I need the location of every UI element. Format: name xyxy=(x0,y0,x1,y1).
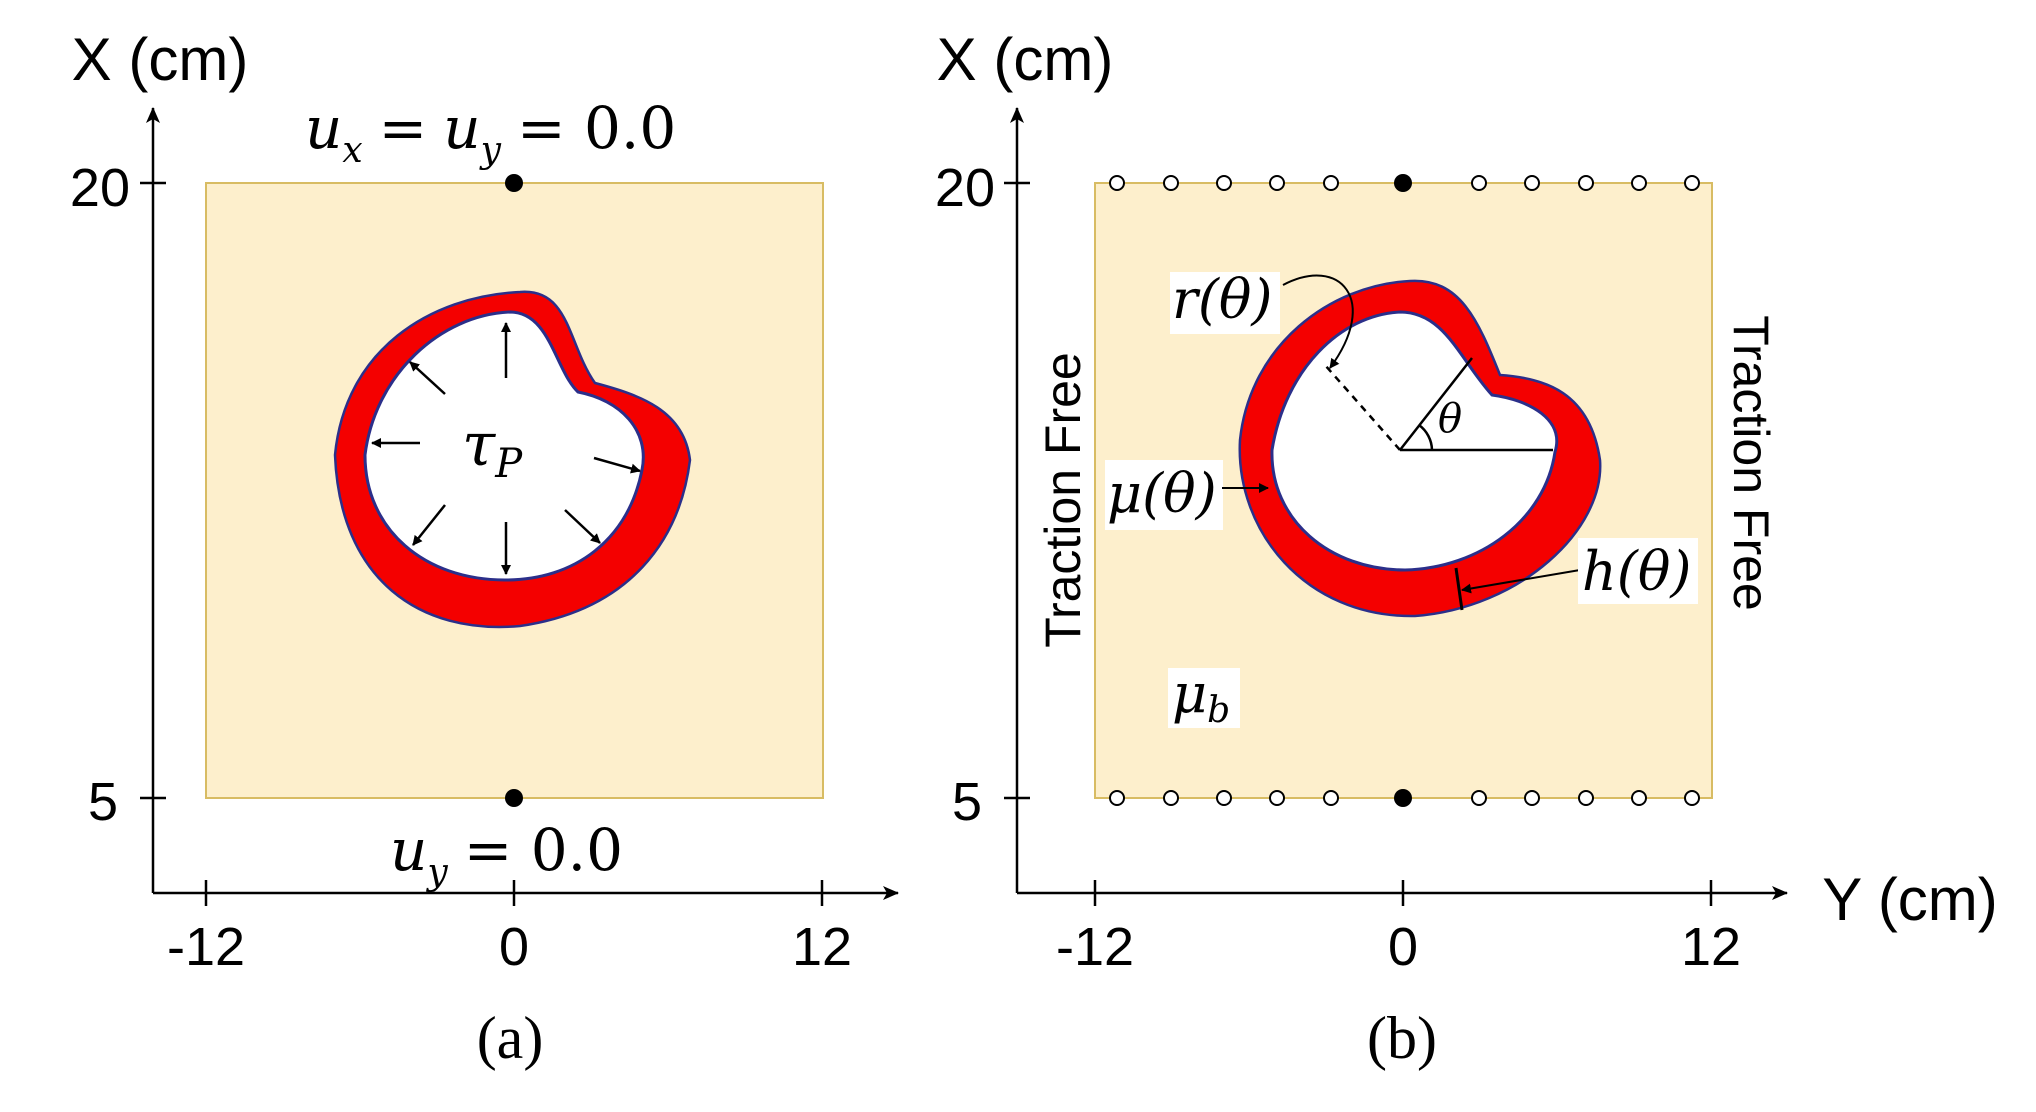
tick-label-b-20: 20 xyxy=(935,158,995,218)
mu-label: μ(θ) xyxy=(1107,462,1217,525)
tick-label-a-20: 20 xyxy=(70,158,130,218)
r-label-bg xyxy=(1170,272,1280,334)
top-bc-label: ux = uy = 0.0 xyxy=(305,94,676,171)
fixed-point-bottom-b xyxy=(1394,789,1412,807)
left-bc-bg xyxy=(1036,328,1088,674)
h-label-bg xyxy=(1578,538,1698,604)
pressure-arrows xyxy=(371,322,641,575)
right-bc-label: Traction Free xyxy=(1723,315,1779,610)
fixed-point-top-b xyxy=(1394,174,1412,192)
roller-points-top xyxy=(1109,175,1700,191)
axis-title-b-x: X (cm) xyxy=(937,26,1114,93)
axis-title-b-y: Y (cm) xyxy=(1822,866,1998,933)
tick-label-b-m12: -12 xyxy=(1056,917,1134,977)
caption-b: (b) xyxy=(1367,1005,1437,1071)
lumen-a xyxy=(363,310,645,582)
tick-label-b-5: 5 xyxy=(952,772,982,832)
panel-a: 20 5 -12 0 12 X (cm) ux = uy = 0.0 uy = 0.0 xyxy=(70,26,899,1071)
h-label: h(θ) xyxy=(1582,540,1691,603)
h-pointer xyxy=(1461,569,1581,594)
theta-label: θ xyxy=(1438,396,1462,442)
mu-label-bg xyxy=(1105,460,1223,530)
theta-ray xyxy=(1399,357,1473,451)
fixed-point-top-a xyxy=(505,174,523,192)
mub-label: μb xyxy=(1172,662,1230,731)
thickness-bracket xyxy=(1454,567,1464,611)
axis-title-a: X (cm) xyxy=(72,26,249,93)
theta-arc xyxy=(1418,423,1434,451)
right-bc-bg xyxy=(1724,290,1776,636)
left-bc-label: Traction Free xyxy=(1035,352,1091,647)
tick-label-b-12: 12 xyxy=(1681,917,1741,977)
tick-label-b-0: 0 xyxy=(1388,917,1418,977)
mub-label-bg xyxy=(1168,668,1240,728)
bottom-bc-label: uy = 0.0 xyxy=(390,816,623,893)
r-label: r(θ) xyxy=(1172,268,1272,331)
tick-label-a-12: 12 xyxy=(792,917,852,977)
tick-label-a-0: 0 xyxy=(499,917,529,977)
tick-label-a-5: 5 xyxy=(88,772,118,832)
lumen-b xyxy=(1270,310,1559,572)
pressure-label: τP xyxy=(462,410,523,487)
fixed-point-bottom-a xyxy=(505,789,523,807)
panel-b: 20 5 -12 0 12 X (cm) Y (cm) xyxy=(935,26,1998,1071)
r-pointer xyxy=(1282,274,1354,369)
roller-points-bottom xyxy=(1109,790,1700,806)
tick-label-a-m12: -12 xyxy=(167,917,245,977)
radius-dashed-line xyxy=(1324,364,1401,451)
caption-a: (a) xyxy=(477,1005,544,1071)
